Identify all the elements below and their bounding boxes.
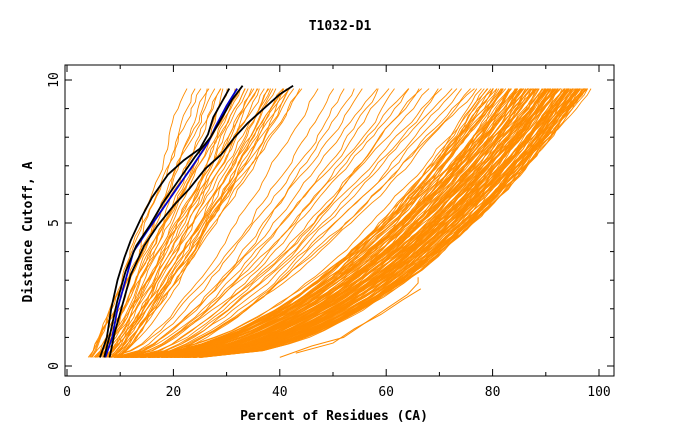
highlight-curves <box>99 84 294 358</box>
model-curve <box>118 88 301 358</box>
x-tick-label: 0 <box>63 385 71 400</box>
model-curve <box>139 88 524 358</box>
model-curve <box>106 88 270 358</box>
model-curve <box>126 88 410 358</box>
background-model-curves <box>87 88 592 358</box>
black-highlight-curve <box>103 85 244 358</box>
model-curve <box>150 88 540 358</box>
model-curve <box>123 88 390 358</box>
model-curve <box>141 88 462 358</box>
model-curve <box>121 88 498 358</box>
plot-area <box>87 84 592 358</box>
x-tick-label: 40 <box>272 385 288 400</box>
model-curve <box>130 88 430 358</box>
model-curve <box>170 88 559 358</box>
model-curve <box>136 88 453 358</box>
model-curve <box>107 88 272 358</box>
y-tick-label: 0 <box>47 362 62 370</box>
model-curve <box>180 88 574 358</box>
model-curve <box>115 88 363 358</box>
model-curve <box>171 88 559 358</box>
model-curve <box>104 88 253 358</box>
model-curve <box>97 88 241 358</box>
model-curve <box>142 88 529 358</box>
blue-highlight-curve <box>104 88 238 358</box>
model-curve <box>117 88 290 358</box>
model-curve <box>114 88 291 358</box>
model-curve <box>118 88 295 358</box>
model-curve <box>156 88 548 358</box>
outlier-curve <box>279 277 419 358</box>
model-curve <box>110 88 335 358</box>
x-tick-label: 60 <box>378 385 394 400</box>
model-curve <box>89 88 202 358</box>
x-axis-label: Percent of Residues (CA) <box>240 409 428 424</box>
model-curve <box>125 88 409 358</box>
model-curve <box>136 88 443 358</box>
y-axis-label: Distance Cutoff, A <box>21 161 36 302</box>
model-curve <box>108 88 319 358</box>
plot-frame <box>64 64 615 377</box>
tick-labels: 0 20 40 60 80 100 0 5 10 <box>47 72 611 400</box>
model-curve <box>102 88 259 358</box>
model-curve <box>100 88 246 358</box>
outlier-curve <box>295 288 422 354</box>
model-curve <box>166 88 559 358</box>
model-curve <box>121 88 395 358</box>
axis-ticks <box>65 65 614 376</box>
x-tick-label: 20 <box>166 385 182 400</box>
y-tick-label: 10 <box>47 72 62 88</box>
model-curve <box>177 88 570 358</box>
y-tick-label: 5 <box>47 219 62 227</box>
model-curve <box>163 88 555 358</box>
model-curve <box>113 88 345 358</box>
outlier-curves <box>279 277 422 358</box>
model-curve <box>201 88 592 358</box>
model-curve <box>199 88 588 358</box>
model-curve <box>87 88 196 358</box>
model-curve <box>114 88 485 358</box>
x-tick-label: 80 <box>485 385 501 400</box>
model-curve <box>120 88 379 358</box>
x-tick-label: 100 <box>587 385 610 400</box>
model-curve <box>137 88 524 358</box>
chart-title: T1032-D1 <box>309 19 372 34</box>
model-curve <box>118 88 303 358</box>
model-curve <box>134 88 439 358</box>
black-highlight-curve <box>108 84 294 358</box>
model-curve <box>169 88 559 358</box>
model-curve <box>98 88 241 358</box>
model-curve <box>119 88 378 358</box>
black-highlight-curve <box>99 88 231 358</box>
model-curve <box>145 88 478 358</box>
model-curve <box>169 88 561 358</box>
